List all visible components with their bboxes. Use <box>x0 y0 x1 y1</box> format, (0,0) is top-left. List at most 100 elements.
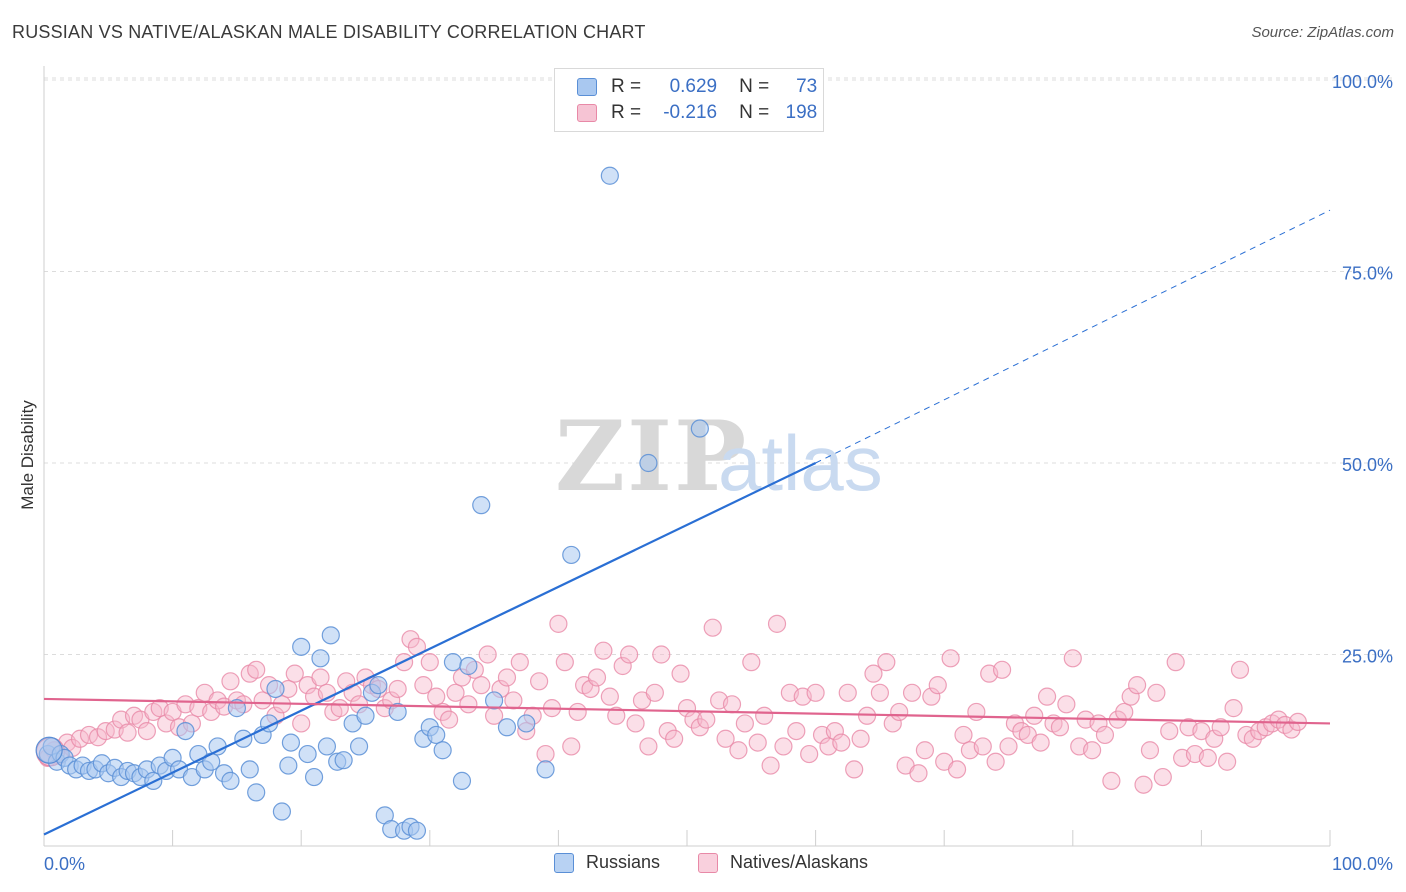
natives-point <box>1198 748 1217 768</box>
russians-point <box>690 419 709 438</box>
natives-point <box>497 668 517 687</box>
correlation-legend: R = 0.629 N = 73 R = -0.216 N = 198 <box>554 68 824 132</box>
russians-point <box>176 721 195 741</box>
natives-point <box>787 721 806 741</box>
natives-point <box>748 733 767 752</box>
russians-point <box>279 756 298 775</box>
russians-point <box>240 760 259 779</box>
natives-point <box>1115 702 1134 722</box>
natives-point <box>1140 741 1160 760</box>
legend-natives-swatch <box>698 852 718 873</box>
natives-point <box>1031 733 1050 752</box>
source-label: Source: ZipAtlas.com <box>1251 24 1394 41</box>
natives-point <box>388 679 407 699</box>
russians-point <box>497 718 517 737</box>
russians-point <box>452 771 472 790</box>
natives-point <box>446 683 465 702</box>
russians-point <box>272 802 292 821</box>
natives-point <box>639 737 658 756</box>
chart-title: RUSSIAN VS NATIVE/ALASKAN MALE DISABILIT… <box>12 22 646 42</box>
natives-point <box>620 645 639 664</box>
natives-point <box>722 695 742 714</box>
natives-point <box>626 714 645 733</box>
russians-point <box>562 545 581 565</box>
natives-point <box>1102 771 1121 790</box>
natives-point <box>729 741 748 760</box>
y-tick-label: 75.0% <box>1342 264 1393 284</box>
natives-point <box>607 706 626 725</box>
natives-point <box>870 683 890 702</box>
legend-item-natives: Natives/Alaskans <box>698 852 868 873</box>
russians-point <box>356 706 375 725</box>
natives-point <box>253 691 272 710</box>
svg-text:atlas: atlas <box>718 419 883 507</box>
x-tick-label-min: 0.0% <box>44 854 85 874</box>
natives-point <box>1166 653 1185 672</box>
russians-point <box>221 771 240 790</box>
natives-point <box>568 702 587 722</box>
natives-point <box>1160 721 1179 741</box>
series-legend: Russians Natives/Alaskans <box>0 852 1406 876</box>
natives-point <box>439 710 459 729</box>
natives-point <box>1211 718 1230 737</box>
natives-point <box>909 764 928 783</box>
natives-point <box>845 760 864 779</box>
natives-point <box>478 645 497 664</box>
natives-point <box>1082 741 1102 760</box>
russians-point <box>304 767 324 787</box>
natives-point <box>459 695 478 714</box>
natives-point <box>613 656 632 676</box>
natives-point <box>1057 695 1076 714</box>
natives-point <box>838 683 857 702</box>
natives-point <box>1205 729 1224 748</box>
natives-point <box>761 756 780 775</box>
natives-point <box>652 645 671 664</box>
russians-point <box>388 702 407 722</box>
natives-point <box>330 699 349 718</box>
russians-trend-line <box>43 462 817 836</box>
natives-point <box>1218 752 1237 771</box>
russians-point <box>639 453 658 473</box>
natives-point <box>118 723 137 742</box>
natives-point <box>864 664 883 683</box>
natives-point <box>247 660 266 679</box>
natives-point <box>1037 687 1057 706</box>
natives-point <box>890 702 909 722</box>
natives-point <box>677 699 697 718</box>
natives-point <box>742 653 761 672</box>
natives-point <box>221 672 240 691</box>
natives-point <box>311 668 330 687</box>
natives-point <box>600 687 619 706</box>
natives-point <box>1153 767 1172 787</box>
natives-point <box>954 725 973 745</box>
natives-point <box>947 760 967 779</box>
natives-point <box>420 653 439 672</box>
x-tick-label-max: 100.0% <box>1332 854 1393 874</box>
natives-point <box>665 729 684 748</box>
legend-russians-label: Russians <box>586 852 661 872</box>
natives-point <box>697 710 716 729</box>
natives-point <box>645 683 664 702</box>
y-tick-label: 50.0% <box>1342 455 1393 475</box>
natives-swatch <box>577 104 597 122</box>
legend-natives-label: Natives/Alaskans <box>730 852 869 872</box>
legend-item-russians: Russians <box>554 852 660 873</box>
natives-r-value: -0.216 <box>663 102 718 123</box>
natives-point <box>414 676 433 695</box>
natives-point <box>292 714 311 733</box>
y-tick-label: 100.0% <box>1332 72 1393 92</box>
natives-point <box>555 653 574 672</box>
natives-point <box>137 721 156 741</box>
natives-point <box>96 721 115 741</box>
russians-point <box>334 751 353 770</box>
natives-point <box>735 714 754 733</box>
legend-russians-swatch <box>554 852 574 873</box>
natives-point <box>581 679 600 699</box>
russians-n-label: N = <box>739 76 770 97</box>
russians-n-value: 73 <box>796 76 818 97</box>
natives-point <box>774 737 793 756</box>
natives-point <box>806 683 825 702</box>
russians-point <box>208 737 227 756</box>
natives-point <box>767 614 787 633</box>
